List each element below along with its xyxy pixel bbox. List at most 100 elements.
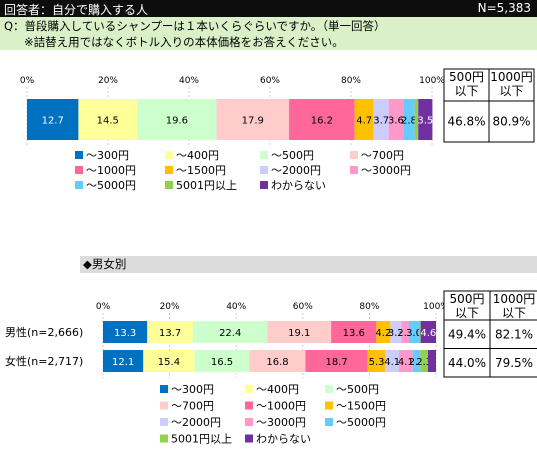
legend-label: ～1000円 (256, 400, 306, 413)
table-header: 以下 (454, 84, 478, 98)
bar-segment (390, 321, 402, 343)
data-label: 3.5 (417, 116, 433, 127)
legend-swatch (165, 151, 173, 159)
legend-label: ～1500円 (336, 400, 386, 413)
table-value: 46.8% (447, 115, 485, 129)
bar-segment (373, 99, 389, 140)
bar-segment (192, 321, 268, 343)
legend-label: ～2000円 (271, 164, 321, 177)
bar-segment (331, 321, 377, 343)
data-label: 17.9 (242, 116, 264, 127)
legend-label: ～300円 (171, 383, 214, 396)
bar-segment (409, 321, 420, 343)
data-label: 3.6 (388, 116, 404, 127)
legend-label: わからない (271, 179, 326, 192)
bar-segment (289, 99, 355, 140)
bar-segment (414, 99, 419, 140)
question-note: ※詰替え用ではなくボトル入りの本体価格をお答えください。 (24, 35, 344, 49)
legend-swatch (245, 401, 253, 410)
legend-swatch (325, 401, 333, 410)
header-bar: 回答者：自分で購入する人 N=5,383 (0, 0, 537, 17)
series-label: 女性(n=2,717) (5, 354, 83, 368)
x-tick-label: 60% (260, 76, 280, 86)
legend-swatch (245, 385, 253, 393)
legend-swatch (350, 166, 358, 174)
x-tick-label: 100% (419, 76, 445, 86)
legend-swatch (245, 434, 253, 443)
data-label: 4.1 (398, 357, 414, 368)
bar-segment (420, 321, 436, 343)
data-label: 2.3 (416, 357, 432, 368)
x-tick-label: 100% (423, 302, 449, 312)
table-value: 82.1% (495, 327, 533, 341)
bar-segment (27, 99, 79, 140)
legend-label: わからない (256, 433, 311, 446)
bar-segment (399, 350, 413, 372)
data-label: 3.3 (388, 328, 404, 339)
legend-swatch (160, 385, 168, 393)
bar-segment (143, 350, 195, 372)
x-tick-label: 80% (359, 302, 379, 312)
data-label: 3.7 (373, 116, 389, 127)
x-tick-label: 40% (179, 76, 199, 86)
data-label: 12.7 (42, 116, 64, 127)
legend-swatch (160, 418, 168, 426)
bar-segment (385, 350, 400, 372)
data-label: 4.7 (356, 116, 372, 127)
table-header: 以下 (502, 306, 526, 320)
legend-swatch (260, 166, 268, 174)
legend-swatch (160, 434, 168, 443)
table-header: 1000円 (493, 292, 536, 306)
respondent-label: 回答者：自分で購入する人 (4, 3, 149, 17)
legend-swatch (260, 151, 268, 159)
bar-segment (249, 350, 306, 372)
legend-swatch (325, 418, 333, 426)
data-label: 13.6 (343, 328, 365, 339)
bar-segment (403, 99, 415, 140)
table-header: 以下 (455, 306, 479, 320)
bar-segment (147, 321, 193, 343)
bar-segment (137, 99, 217, 140)
bar-segment (376, 321, 391, 343)
legend-label: ～2000円 (171, 416, 221, 429)
bar-segment (354, 99, 374, 140)
legend-swatch (165, 166, 173, 174)
legend-label: ～500円 (336, 383, 379, 396)
data-label: 13.7 (159, 328, 181, 339)
data-label: 22.4 (219, 328, 241, 339)
data-label: 19.1 (288, 328, 310, 339)
bar-segment (428, 350, 436, 372)
legend-swatch (325, 385, 333, 393)
data-label: 16.2 (311, 116, 333, 127)
x-tick-label: 0% (96, 302, 111, 312)
data-label: 3.0 (406, 328, 422, 339)
bar-segment (420, 350, 429, 372)
legend-label: ～500円 (271, 149, 314, 162)
bar-segment (267, 321, 332, 343)
legend-label: ～3000円 (256, 416, 306, 429)
data-label: 14.5 (97, 116, 119, 127)
question-box: Q：普段購入しているシャンプーは１本いくらぐらいですか。（単一回答） ※詰替え用… (0, 17, 537, 50)
table-value: 79.5% (495, 356, 533, 370)
bar-segment (216, 99, 290, 140)
table-value: 80.9% (492, 115, 530, 129)
legend-label: 5001円以上 (176, 179, 237, 192)
data-label: 4.1 (384, 357, 400, 368)
legend-swatch (260, 181, 268, 189)
data-label: 2.8 (401, 116, 417, 127)
bar-segment (103, 350, 144, 372)
legend-swatch (75, 166, 83, 174)
data-label: 4.6 (420, 328, 436, 339)
legend-swatch (75, 181, 83, 189)
data-label: 15.4 (158, 357, 180, 368)
x-tick-label: 20% (98, 76, 118, 86)
bar-segment (401, 321, 410, 343)
x-tick-label: 80% (341, 76, 361, 86)
table-header: 以下 (499, 84, 523, 98)
legend-swatch (350, 151, 358, 159)
data-label: 5.3 (369, 357, 385, 368)
bar-segment (305, 350, 368, 372)
sample-size: N=5,383 (477, 1, 531, 15)
data-label: 16.8 (266, 357, 288, 368)
